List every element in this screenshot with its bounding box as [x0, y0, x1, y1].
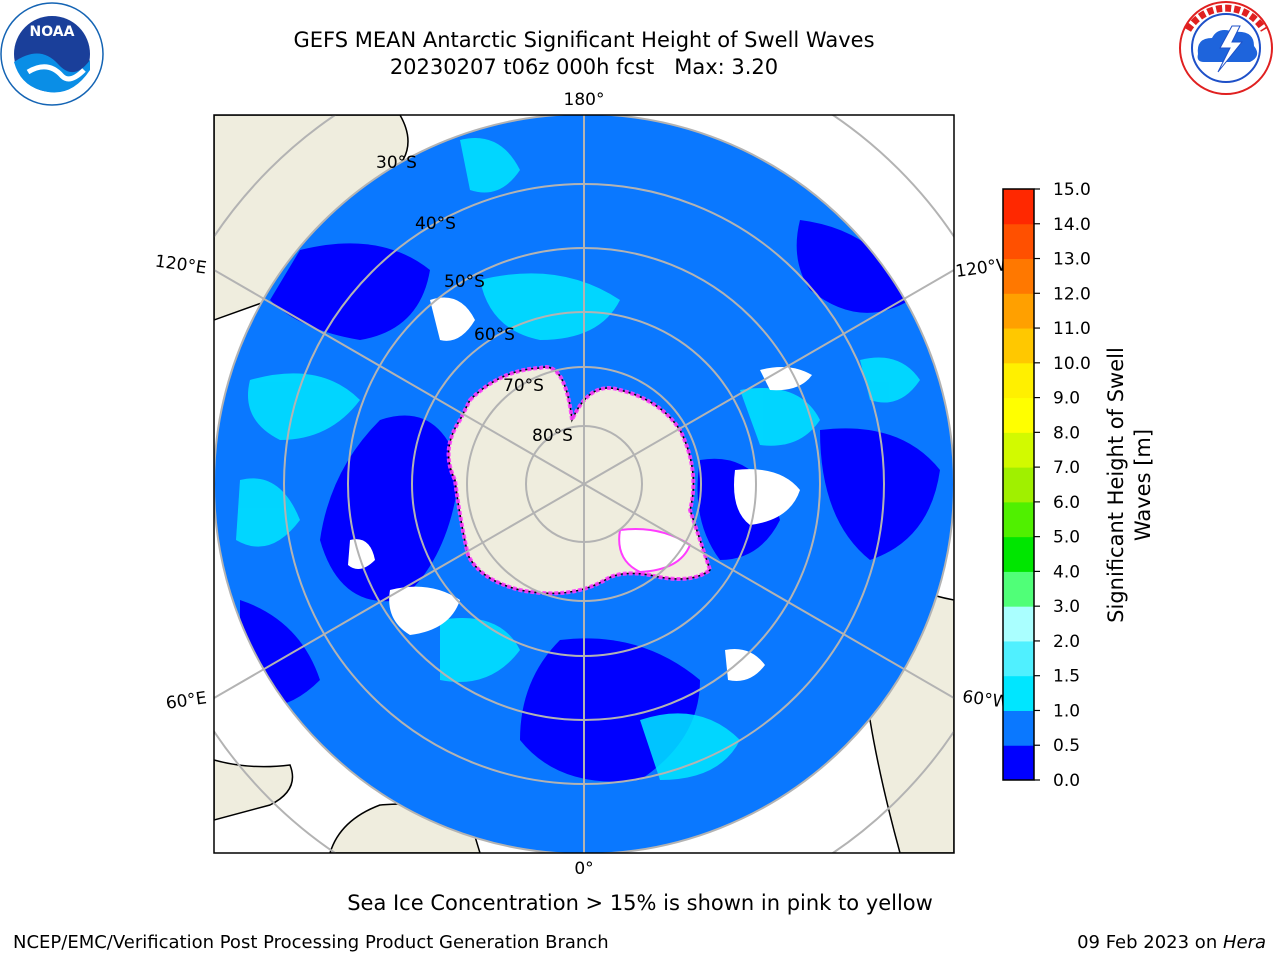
footer-machine: Hera	[1222, 932, 1266, 953]
colorbar-segment	[1003, 606, 1034, 642]
colorbar-tick-label: 2.0	[1053, 632, 1080, 652]
colorbar-segment	[1003, 328, 1034, 364]
colorbar-title-line2: Waves [m]	[1131, 429, 1155, 541]
lat-label: 60°S	[474, 325, 515, 345]
colorbar-tick-label: 1.5	[1053, 667, 1080, 687]
sea-ice-edge	[446, 365, 713, 596]
noaa-logo-icon: NOAA	[0, 2, 104, 106]
colorbar-segment	[1003, 675, 1034, 711]
colorbar-segment	[1003, 397, 1034, 433]
no-data-patches	[348, 297, 812, 681]
colorbar-segment	[1003, 467, 1034, 503]
colorbar-segment	[1003, 258, 1034, 294]
footer-date-prefix: 09 Feb 2023 on	[1077, 932, 1223, 953]
colorbar-segment	[1003, 640, 1034, 677]
graticule	[214, 115, 954, 853]
colorbar-tick-label: 10.0	[1053, 354, 1091, 374]
colorbar-tick-label: 4.0	[1053, 562, 1080, 582]
footer-date: 09 Feb 2023 on Hera	[1077, 932, 1266, 953]
colorbar-tick-label: 14.0	[1053, 215, 1091, 235]
colorbar-tick-label: 8.0	[1053, 423, 1080, 443]
lat-label: 40°S	[415, 214, 456, 234]
chart-subtitle: 20230207 t06z 000h fcst Max: 3.20	[389, 55, 779, 79]
lat-label: 70°S	[503, 376, 544, 396]
nws-logo-icon	[1179, 1, 1273, 95]
colorbar-tick-label: 15.0	[1053, 180, 1091, 200]
colorbar-segment	[1003, 571, 1034, 607]
colorbar-title-line1: Significant Height of Swell	[1104, 347, 1128, 623]
colorbar-tick-label: 11.0	[1053, 319, 1091, 339]
colorbar-tick-label: 0.5	[1053, 736, 1080, 756]
noaa-logo-text: NOAA	[30, 24, 75, 40]
colorbar-segment	[1003, 293, 1034, 329]
colorbar-segment	[1003, 189, 1034, 225]
colorbar-segment	[1003, 432, 1034, 468]
colorbar-tick-label: 0.0	[1053, 771, 1080, 791]
colorbar-segment	[1003, 745, 1034, 781]
lat-label: 80°S	[532, 426, 573, 446]
colorbar-segment	[1003, 501, 1034, 538]
lon-label-lower-left: 60°E	[165, 688, 208, 713]
colorbar-tick-label: 13.0	[1053, 250, 1091, 270]
swell-height-field-light	[236, 138, 920, 780]
credit-text: NCEP/EMC/Verification Post Processing Pr…	[13, 932, 609, 953]
colorbar-tick-label: 1.0	[1053, 701, 1080, 721]
colorbar-tick-label: 7.0	[1053, 458, 1080, 478]
colorbar-tick-label: 9.0	[1053, 389, 1080, 409]
lon-label-top: 180°	[564, 90, 605, 110]
lon-label-bottom: 0°	[574, 859, 593, 879]
colorbar-segment	[1003, 223, 1034, 260]
lat-label: 50°S	[444, 272, 485, 292]
colorbar-segment	[1003, 710, 1034, 746]
colorbar-tick-label: 12.0	[1053, 284, 1091, 304]
lon-label-upper-left: 120°E	[154, 252, 208, 279]
colorbar	[1003, 189, 1034, 781]
colorbar-segment	[1003, 536, 1034, 572]
colorbar-segment	[1003, 362, 1034, 399]
colorbar-tick-label: 5.0	[1053, 528, 1080, 548]
colorbar-tick-label: 6.0	[1053, 493, 1080, 513]
lat-label: 30°S	[376, 153, 417, 173]
map-frame	[213, 114, 955, 854]
sea-ice-caption: Sea Ice Concentration > 15% is shown in …	[347, 891, 933, 915]
colorbar-tick-label: 3.0	[1053, 597, 1080, 617]
chart-title: GEFS MEAN Antarctic Significant Height o…	[293, 28, 875, 52]
